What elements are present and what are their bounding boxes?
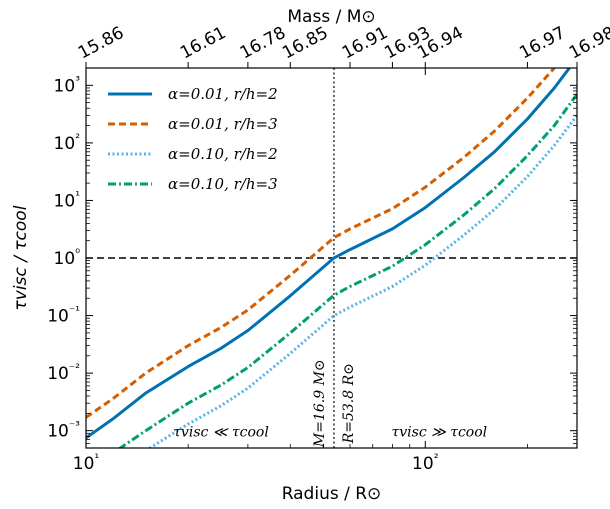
legend-label-0: α=0.01, r/h=2 <box>168 85 278 103</box>
top-tick-label: 15.86 <box>75 23 127 64</box>
y-tick-label: 10¹ <box>54 188 81 211</box>
low-ratio-annotation: τvisc ≪ τcool <box>173 424 269 440</box>
top-tick-label: 16.91 <box>339 23 391 64</box>
labels-layer: 10¹ 10² 10⁻³ 10⁻² 10⁻¹ 10⁰ 10¹ 10² 10³ 15.86 16.61… <box>11 7 610 504</box>
legend-label-3: α=0.10, r/h=3 <box>168 175 278 193</box>
series-line-2 <box>147 114 577 448</box>
x-tick-label: 10² <box>412 451 439 474</box>
top-tick-label: 16.61 <box>177 23 229 64</box>
top-tick-label: 16.97 <box>516 23 568 64</box>
top-tick-label: 16.85 <box>279 23 331 64</box>
series-line-3 <box>118 93 577 448</box>
high-ratio-annotation: τvisc ≫ τcool <box>392 424 488 440</box>
series-line-1 <box>86 68 556 419</box>
series-layer <box>86 68 577 448</box>
top-tick-label: 16.78 <box>237 23 289 64</box>
legend: α=0.01, r/h=2 α=0.01, r/h=3 α=0.10, r/h=2 α… <box>108 85 278 193</box>
annotations-layer: M=16.9 M⊙ R=53.8 R⊙ τvisc ≪ τcool τvisc ≫ τ… <box>173 359 487 448</box>
ticks-layer <box>85 62 578 448</box>
top-tick-label: 16.98 <box>566 23 610 64</box>
mass-annotation: M=16.9 M⊙ <box>312 359 328 448</box>
series-line-0 <box>86 68 572 440</box>
top-axis-title: Mass / M⊙ <box>287 7 375 27</box>
y-tick-label: 10⁰ <box>54 246 81 269</box>
y-tick-label: 10⁻¹ <box>47 304 80 327</box>
y-tick-label: 10² <box>54 131 81 154</box>
y-axis-title: τvisc / τcool <box>11 205 31 310</box>
radius-annotation: R=53.8 R⊙ <box>341 363 357 444</box>
x-tick-label: 10¹ <box>73 451 100 474</box>
reference-lines <box>86 68 577 448</box>
legend-label-1: α=0.01, r/h=3 <box>168 115 278 133</box>
x-axis-title: Radius / R⊙ <box>282 484 382 504</box>
y-tick-label: 10³ <box>54 73 81 96</box>
y-tick-label: 10⁻² <box>47 361 80 384</box>
legend-label-2: α=0.10, r/h=2 <box>168 145 278 163</box>
y-tick-label: 10⁻³ <box>47 419 80 442</box>
